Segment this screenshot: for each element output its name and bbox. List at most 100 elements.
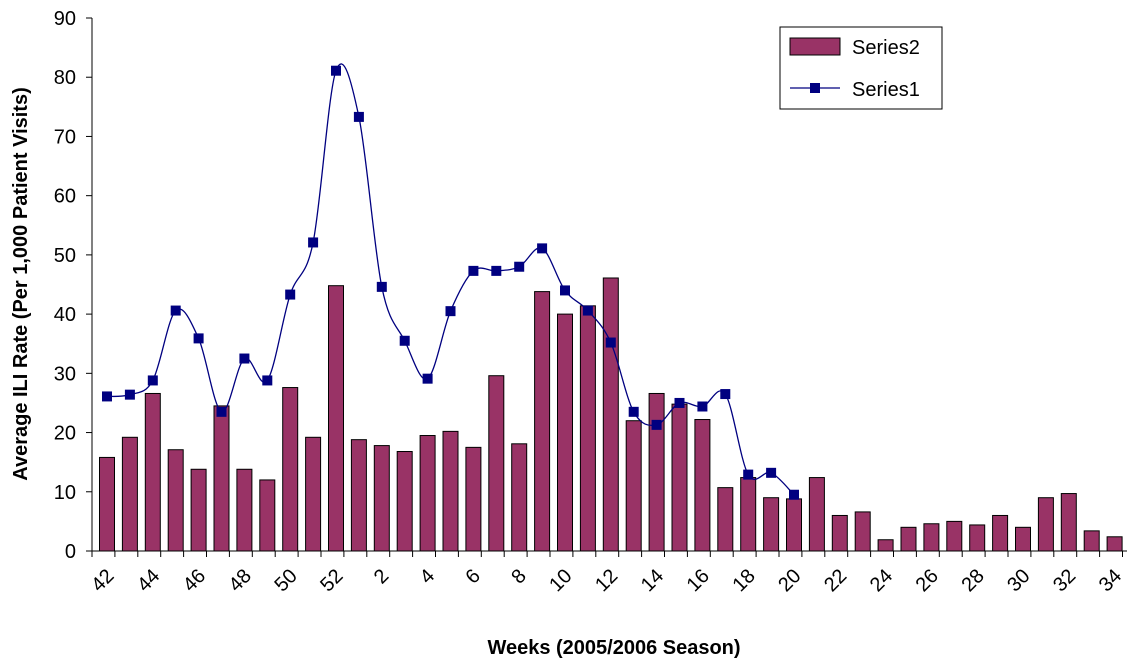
bar — [1106, 536, 1123, 552]
bar — [831, 514, 848, 552]
bar — [121, 436, 138, 552]
y-ticks: 0 10 20 30 40 50 60 70 80 90 — [54, 8, 92, 563]
x-tick-label: 12 — [591, 565, 622, 596]
series1-point — [743, 469, 754, 480]
bar — [717, 487, 734, 552]
series1-line — [106, 63, 795, 496]
bar — [144, 392, 161, 552]
y-tick-label: 20 — [54, 423, 76, 445]
bar — [808, 477, 825, 552]
bar — [1060, 493, 1077, 552]
bar — [396, 451, 413, 552]
legend: Series2 Series1 — [779, 26, 943, 110]
bar — [1015, 526, 1031, 552]
x-tick-label: 22 — [820, 565, 851, 596]
x-tick-label: 4 — [416, 565, 439, 588]
y-tick-label: 70 — [54, 126, 76, 148]
series1-point — [216, 406, 227, 417]
series1-point — [170, 305, 181, 316]
series1-point — [697, 401, 708, 412]
bar — [648, 392, 665, 552]
bar — [99, 456, 115, 552]
x-tick-label: 20 — [774, 565, 805, 596]
bar — [671, 403, 688, 552]
bar — [579, 305, 596, 552]
x-tick-label: 8 — [507, 565, 530, 588]
x-tick-label: 14 — [637, 565, 668, 596]
legend-series2-swatch — [789, 37, 841, 56]
bar — [511, 443, 528, 552]
x-tick-label: 18 — [728, 565, 759, 596]
y-tick-label: 30 — [54, 363, 76, 385]
series1-point — [766, 467, 777, 478]
series1-point — [285, 289, 296, 300]
bar — [373, 445, 390, 552]
bar — [465, 446, 482, 552]
axes-layer — [91, 18, 1127, 552]
bar — [488, 375, 505, 552]
legend-series2-label: Series2 — [852, 37, 920, 59]
legend-series1-label: Series1 — [852, 79, 920, 101]
x-tick-label: 26 — [912, 565, 943, 596]
series1-point — [124, 389, 135, 400]
x-tick-label: 6 — [462, 565, 485, 588]
series1-point — [582, 305, 593, 316]
bar — [1037, 497, 1054, 552]
x-ticks: 42 44 46 48 50 52 2 4 6 8 10 12 14 16 18 20 22 24 26 28 30 32… — [87, 551, 1126, 596]
bar — [969, 524, 986, 552]
bar — [786, 498, 802, 552]
series1-point — [376, 281, 387, 292]
x-tick-label: 2 — [370, 565, 393, 588]
x-tick-label: 44 — [133, 565, 164, 596]
bar — [282, 387, 299, 552]
series1-point — [147, 375, 158, 386]
x-tick-label: 24 — [866, 565, 897, 596]
x-tick-label: 34 — [1095, 565, 1126, 596]
series1-point — [262, 375, 273, 386]
bars-layer — [99, 277, 1123, 552]
series1-point — [193, 333, 204, 344]
y-tick-label: 80 — [54, 67, 76, 89]
x-tick-label: 32 — [1049, 565, 1080, 596]
line-layer — [102, 63, 799, 500]
series1-point — [628, 406, 639, 417]
series1-point — [491, 265, 502, 276]
x-tick-label: 46 — [179, 565, 210, 596]
series1-point — [789, 489, 799, 500]
bar — [763, 497, 780, 552]
bar — [1083, 530, 1100, 552]
y-axis-title: Average ILI Rate (Per 1,000 Patient Visi… — [10, 87, 32, 481]
series1-point — [239, 353, 250, 364]
series1-point — [102, 391, 112, 402]
bar — [442, 430, 459, 552]
legend-series1-marker — [810, 83, 820, 93]
bar — [625, 420, 642, 552]
bar — [213, 405, 230, 552]
bar — [740, 477, 757, 552]
bar — [557, 313, 573, 552]
bar — [259, 479, 276, 552]
series1-point — [445, 306, 456, 317]
y-tick-label: 50 — [54, 245, 76, 267]
bar — [694, 419, 711, 552]
x-tick-label: 28 — [957, 565, 988, 596]
bar — [946, 520, 963, 552]
y-tick-label: 90 — [54, 8, 76, 30]
bar — [167, 449, 184, 552]
series1-point — [331, 65, 341, 76]
x-tick-label: 10 — [545, 565, 576, 596]
series1-point — [468, 265, 479, 276]
x-tick-label: 48 — [225, 565, 256, 596]
bar — [602, 277, 619, 552]
x-axis-title: Weeks (2005/2006 Season) — [487, 637, 740, 659]
x-tick-label: 50 — [270, 565, 301, 596]
bar — [328, 285, 344, 552]
series1-point — [422, 373, 433, 384]
series1-point — [399, 335, 410, 346]
series1-point — [537, 243, 548, 254]
bar — [419, 435, 436, 552]
x-tick-label: 30 — [1003, 565, 1034, 596]
bar — [190, 468, 207, 552]
bar — [900, 526, 917, 552]
